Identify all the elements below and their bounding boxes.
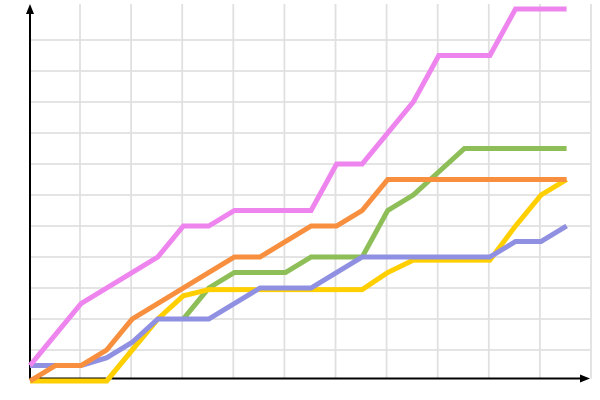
axis-layer (26, 4, 590, 383)
grid-layer (30, 4, 592, 379)
x-axis-arrow-icon (580, 374, 590, 383)
y-axis-arrow-icon (26, 4, 34, 14)
series-layer (28, 6, 568, 384)
series-line-orange (28, 177, 567, 384)
series-line-violet (28, 6, 567, 368)
series-line-blue (30, 223, 568, 368)
